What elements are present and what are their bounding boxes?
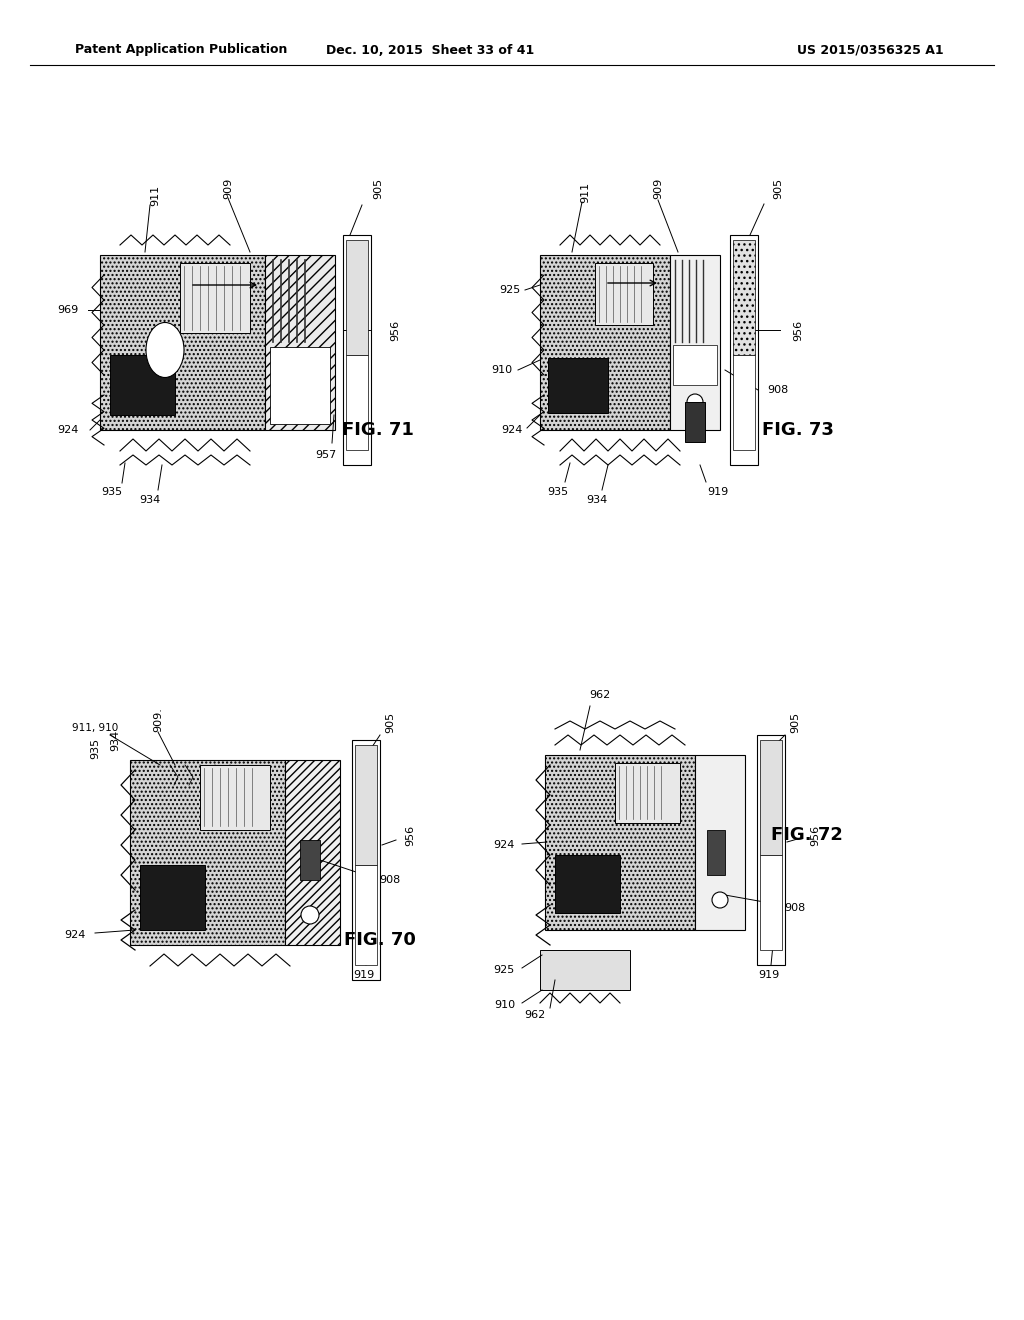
Ellipse shape [146, 322, 184, 378]
Text: 919: 919 [353, 970, 375, 979]
Bar [670, 255, 720, 430]
Bar [730, 235, 758, 465]
Bar [355, 865, 377, 965]
Text: 905: 905 [773, 177, 783, 198]
Text: 924: 924 [494, 840, 515, 850]
Text: 935: 935 [101, 487, 123, 498]
Bar [540, 255, 670, 430]
Text: 957: 957 [315, 450, 337, 459]
Text: 935: 935 [90, 738, 100, 759]
Text: 909: 909 [653, 177, 663, 198]
Text: 924: 924 [57, 425, 79, 436]
Text: 909: 909 [223, 177, 233, 198]
Bar [760, 855, 782, 950]
Text: 908: 908 [784, 903, 806, 913]
Bar [733, 240, 755, 355]
Bar [285, 760, 340, 945]
Text: 934: 934 [139, 495, 161, 506]
Text: 905: 905 [373, 177, 383, 198]
Circle shape [712, 892, 728, 908]
Bar [555, 855, 620, 913]
Bar [685, 403, 705, 442]
Text: 911: 911 [580, 181, 590, 202]
Bar [595, 263, 653, 325]
Text: 924: 924 [65, 931, 86, 940]
Text: 969: 969 [57, 305, 79, 315]
Bar [300, 840, 319, 880]
Text: 909.: 909. [153, 708, 163, 733]
Circle shape [301, 906, 319, 924]
Text: 924: 924 [502, 425, 522, 436]
Text: 956: 956 [810, 825, 820, 846]
Bar [548, 358, 608, 413]
Bar [707, 830, 725, 875]
Text: 962: 962 [524, 1010, 546, 1020]
Bar [270, 347, 330, 424]
Text: FIG. 70: FIG. 70 [344, 931, 416, 949]
Text: 910: 910 [492, 366, 513, 375]
Text: US 2015/0356325 A1: US 2015/0356325 A1 [797, 44, 943, 57]
Bar [200, 766, 270, 830]
Bar [540, 950, 630, 990]
Bar [140, 865, 205, 931]
Text: 925: 925 [500, 285, 520, 294]
Text: FIG. 71: FIG. 71 [342, 421, 414, 440]
Circle shape [687, 393, 703, 411]
Bar [265, 255, 335, 430]
Text: 935: 935 [548, 487, 568, 498]
Text: 956: 956 [793, 319, 803, 341]
Text: Patent Application Publication: Patent Application Publication [75, 44, 288, 57]
Text: 962: 962 [590, 690, 610, 700]
Text: 908: 908 [767, 385, 788, 395]
Text: Dec. 10, 2015  Sheet 33 of 41: Dec. 10, 2015 Sheet 33 of 41 [326, 44, 535, 57]
Text: 910: 910 [494, 1001, 515, 1010]
Bar [100, 255, 265, 430]
Text: FIG. 73: FIG. 73 [762, 421, 834, 440]
Bar [355, 744, 377, 865]
Bar [545, 755, 695, 931]
Text: FIG. 72: FIG. 72 [771, 826, 843, 843]
Bar [352, 741, 380, 979]
Bar [695, 755, 745, 931]
Text: 956: 956 [390, 319, 400, 341]
Text: 911, 910: 911, 910 [72, 723, 118, 733]
Text: 919: 919 [759, 970, 779, 979]
Text: 905: 905 [790, 711, 800, 733]
Bar [110, 355, 175, 414]
Text: 905: 905 [385, 711, 395, 733]
Text: 919: 919 [708, 487, 729, 498]
Text: 911: 911 [150, 185, 160, 206]
Bar [760, 741, 782, 855]
Text: 934: 934 [587, 495, 607, 506]
Bar [346, 355, 368, 450]
Bar [615, 763, 680, 822]
Bar [180, 263, 250, 333]
Bar [343, 235, 371, 465]
Bar [733, 355, 755, 450]
Bar [673, 345, 717, 385]
Text: 908: 908 [379, 875, 400, 884]
Text: 934: 934 [110, 730, 120, 751]
Bar [130, 760, 285, 945]
Text: 925: 925 [494, 965, 515, 975]
Text: 956: 956 [406, 825, 415, 846]
Bar [757, 735, 785, 965]
Bar [346, 240, 368, 355]
